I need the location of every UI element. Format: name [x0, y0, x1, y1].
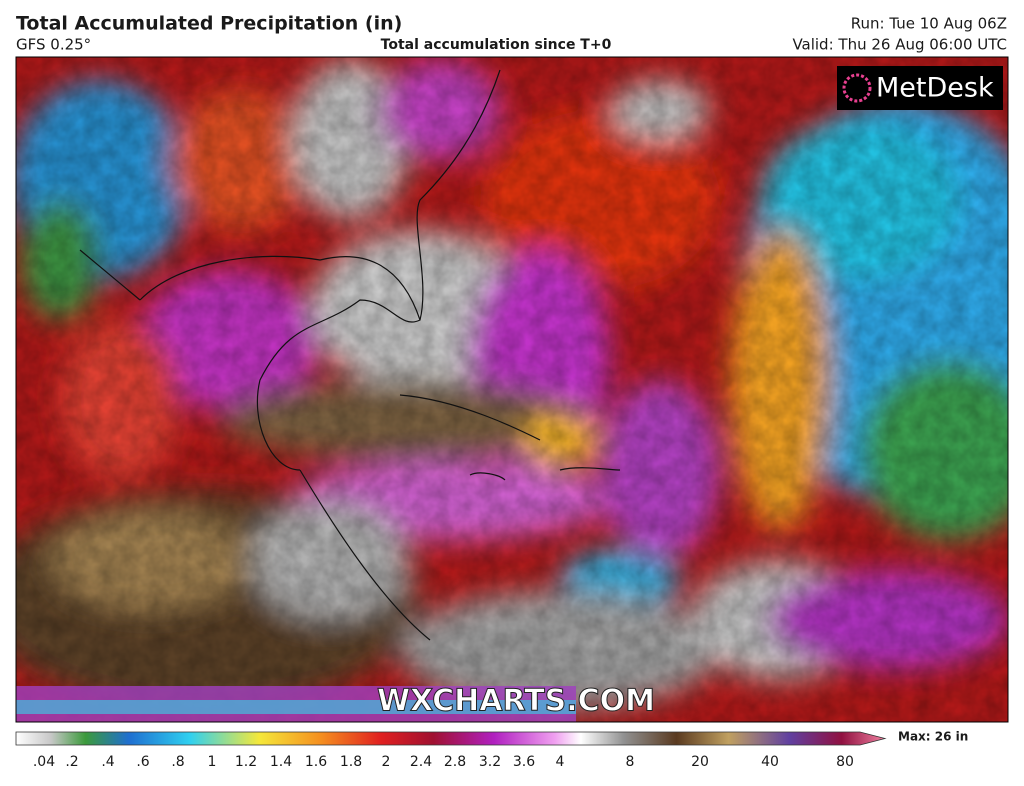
colorbar-label: 1.4	[270, 754, 292, 770]
colorbar-label: 2.8	[444, 754, 466, 770]
logo: MetDesk	[876, 73, 994, 104]
colorbar-label: 4	[556, 754, 565, 770]
colorbar-label: 3.6	[513, 754, 535, 770]
precipitation-map: MetDesk WXCHARTS.COM	[16, 57, 1008, 722]
colorbar-label: .6	[136, 754, 149, 770]
colorbar-label: .4	[101, 754, 114, 770]
colorbar-label: 1	[208, 754, 217, 770]
colorbar-labels: .04 .2 .4 .6 .8 1 1.2 1.4 1.6 1.8 2 2.4 2.8 3.2 3.6 4 8 2…	[33, 754, 854, 770]
colorbar-label: 2	[382, 754, 391, 770]
colorbar-label: .2	[65, 754, 78, 770]
run-time: Run: Tue 10 Aug 06Z	[851, 15, 1007, 33]
colorbar-max: Max: 26 in	[898, 730, 968, 744]
colorbar-label: 40	[761, 754, 779, 770]
colorbar-label: 1.2	[235, 754, 257, 770]
watermark: WXCHARTS.COM	[377, 684, 655, 719]
logo-icon	[842, 73, 872, 103]
colorbar-label: 8	[626, 754, 635, 770]
model: GFS 0.25°	[16, 36, 91, 54]
title: Total Accumulated Precipitation (in)	[16, 13, 402, 35]
colorbar-label: 1.8	[340, 754, 362, 770]
colorbar-label: 2.4	[410, 754, 432, 770]
coastline	[79, 69, 501, 641]
colorbar-label: 1.6	[305, 754, 327, 770]
colorbar-label: 3.2	[479, 754, 501, 770]
colorbar-label: 80	[836, 754, 854, 770]
colorbar-label: 20	[691, 754, 709, 770]
map-frame	[15, 56, 1009, 723]
colorbar-label: .8	[171, 754, 184, 770]
logo-box	[837, 66, 1003, 110]
colorbar-label: .04	[33, 754, 55, 770]
valid-time: Valid: Thu 26 Aug 06:00 UTC	[792, 36, 1007, 54]
island-outline	[399, 394, 621, 481]
subtitle: Total accumulation since T+0	[381, 37, 612, 53]
colorbar	[15, 731, 887, 746]
